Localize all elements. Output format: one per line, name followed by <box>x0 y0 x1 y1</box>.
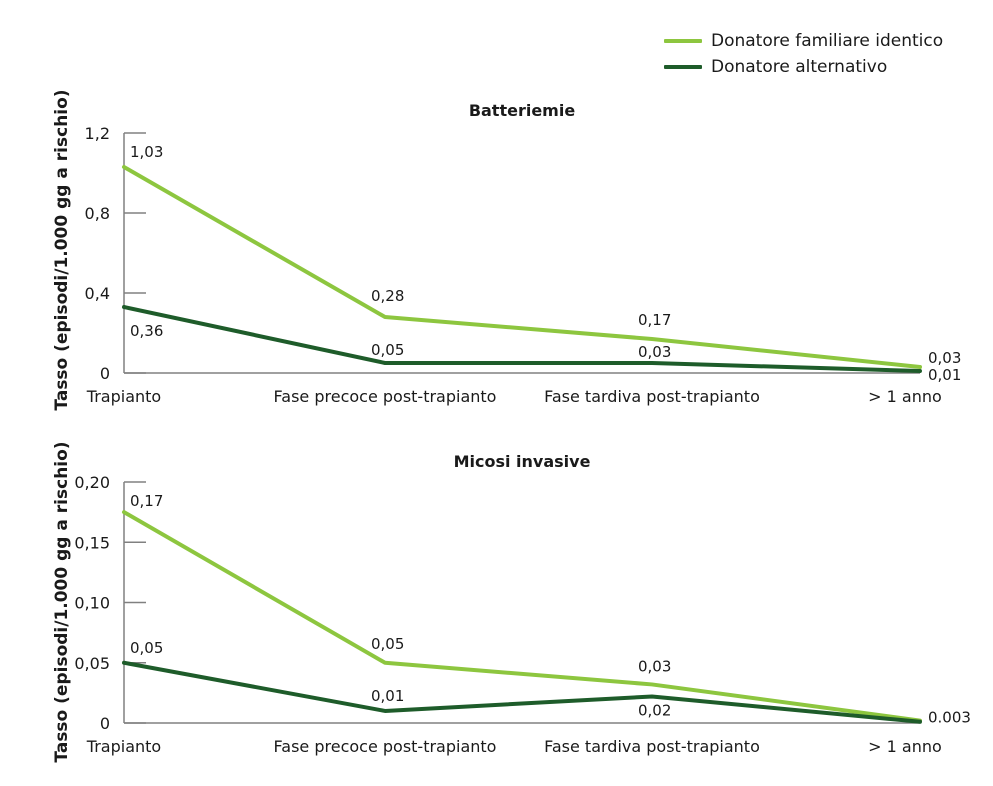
panel-1-series-1-data-label: 0,28 <box>371 287 404 305</box>
panel-1-y-axis-label: Tasso (episodi/1.000 gg a rischio) <box>52 89 72 410</box>
panel-2-y-tick-label: 0,05 <box>74 654 110 673</box>
legend-label-series-1: Donatore familiare identico <box>711 31 944 51</box>
panel-2-y-tick-label: 0 <box>100 714 110 733</box>
panel-1-y-tick-label: 0,8 <box>85 204 110 223</box>
panel-1-series-2-data-label: 0,01 <box>928 366 961 384</box>
panel-2-series-1-data-label: 0,17 <box>130 492 163 510</box>
panel-2-series-1-data-label: 0.003 <box>928 709 971 727</box>
panel-1-series-2-line <box>122 305 922 373</box>
panel-2-y-axis-label: Tasso (episodi/1.000 gg a rischio) <box>52 441 72 762</box>
legend-swatch-series-2 <box>664 65 702 69</box>
panel-2-x-tick-label: Fase precoce post-trapianto <box>274 737 497 756</box>
panel-2-x-tick-label: > 1 anno <box>868 737 942 756</box>
legend-item-series-1: Donatore familiare identico <box>664 28 943 54</box>
legend-swatch-series-1 <box>664 39 702 43</box>
panel-2-x-tick-label: Fase tardiva post-trapianto <box>544 737 760 756</box>
panel-1-series-1-data-label: 0,17 <box>638 311 671 329</box>
panel-2-series-2-data-label: 0,05 <box>130 639 163 657</box>
panel-1-title: Batteriemie <box>469 101 576 120</box>
panel-1-series-2-data-label: 0,36 <box>130 322 163 340</box>
panel-1-y-tick-label: 1,2 <box>85 124 110 143</box>
panel-2-y-tick-label: 0,15 <box>74 533 110 552</box>
panel-1-x-tick-label: > 1 anno <box>868 387 942 406</box>
panel-2-series-2-data-label: 0,02 <box>638 701 671 719</box>
legend-item-series-2: Donatore alternativo <box>664 54 943 80</box>
panel-1-x-tick-label: Trapianto <box>86 387 161 406</box>
panel-2-y-tick-label: 0,20 <box>74 473 110 492</box>
legend: Donatore familiare identico Donatore alt… <box>664 28 943 80</box>
panel-1-series-2-data-label: 0,05 <box>371 341 404 359</box>
panel-2-series-2-line <box>122 660 922 724</box>
panel-2-x-tick-label: Trapianto <box>86 737 161 756</box>
panel-2-y-tick-label: 0,10 <box>74 594 110 613</box>
panel-1-x-tick-label: Fase tardiva post-trapianto <box>544 387 760 406</box>
panel-2-series-2-data-label: 0,01 <box>371 687 404 705</box>
panel-2-series-1-data-label: 0,03 <box>638 657 671 675</box>
panel-1-series-1-line <box>122 165 922 369</box>
panel-2-series-1-data-label: 0,05 <box>371 635 404 653</box>
panel-1-series-2-data-label: 0,03 <box>638 343 671 361</box>
panel-2-title: Micosi invasive <box>454 452 591 471</box>
panel-1-y-tick-label: 0 <box>100 364 110 383</box>
panel-2-series-1-line <box>122 510 922 723</box>
panel-1-series-1-data-label: 0,03 <box>928 349 961 367</box>
panel-1-series-1-data-label: 1,03 <box>130 143 163 161</box>
panel-1-y-tick-label: 0,4 <box>85 284 110 303</box>
panel-1-x-tick-label: Fase precoce post-trapianto <box>274 387 497 406</box>
legend-label-series-2: Donatore alternativo <box>711 57 888 77</box>
